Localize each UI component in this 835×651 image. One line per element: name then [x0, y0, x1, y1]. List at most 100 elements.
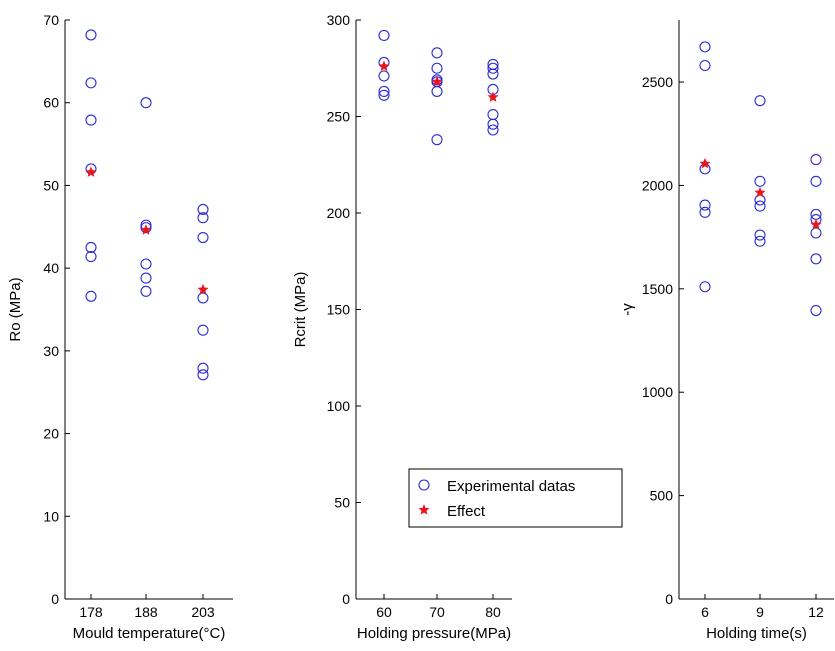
data-point-experimental [487, 124, 499, 136]
y-tick-label: 60 [43, 95, 59, 111]
data-point-effect [699, 157, 711, 169]
data-point-experimental [378, 85, 390, 97]
data-point-experimental [85, 241, 97, 254]
data-point-effect [378, 60, 390, 72]
y-tick-label: 1500 [642, 281, 673, 297]
data-point-experimental [431, 85, 443, 97]
data-point-effect [140, 224, 152, 235]
data-point-effect [85, 166, 97, 177]
y-tick-label: 150 [327, 302, 351, 318]
data-point-experimental [754, 200, 766, 212]
legend: Experimental datas Effect [408, 468, 623, 528]
data-point-experimental [197, 369, 209, 381]
y-tick-label: 0 [665, 591, 673, 607]
data-point-experimental [197, 231, 209, 244]
data-point-effect [810, 218, 822, 230]
data-point-effect [431, 75, 443, 87]
x-axis-label: Holding pressure(MPa) [357, 625, 511, 642]
y-tick-label: 2500 [642, 74, 673, 90]
data-point-effect [754, 186, 766, 198]
y-tick-label: 10 [43, 508, 59, 524]
y-tick-label: 500 [650, 488, 674, 504]
y-tick-label: 200 [327, 205, 351, 221]
y-axis-label: Ro (MPa) [7, 277, 24, 341]
data-point-experimental [810, 154, 822, 166]
data-point-experimental [378, 89, 390, 101]
data-point-experimental [487, 109, 499, 121]
data-point-experimental [487, 62, 499, 74]
data-point-experimental [85, 29, 97, 41]
data-point-experimental [431, 47, 443, 59]
data-point-experimental [810, 175, 822, 187]
data-point-experimental [378, 70, 390, 82]
x-axis-label: Holding time(s) [706, 625, 807, 642]
y-tick-label: 250 [327, 109, 351, 125]
data-point-experimental [85, 77, 97, 89]
x-tick-label: 188 [134, 604, 158, 620]
x-tick-label: 80 [485, 604, 501, 620]
y-tick-label: 0 [51, 591, 59, 607]
data-point-experimental [810, 253, 822, 265]
y-tick-label: 50 [334, 495, 350, 511]
chart-panel-1: 0 10 20 30 40 50 60 70 178 188 203 Mould temperatur… [7, 12, 233, 642]
data-point-experimental [699, 281, 711, 293]
legend-marker-experimental [418, 479, 430, 491]
y-tick-label: 40 [43, 260, 59, 276]
chart-panel-2: 0 50 100 150 200 250 300 60 70 80 Holding pressure… [292, 12, 623, 642]
data-point-experimental [699, 59, 711, 72]
data-point-effect [197, 283, 209, 295]
data-point-experimental [810, 304, 822, 317]
data-point-experimental [140, 272, 152, 284]
x-tick-label: 6 [701, 604, 709, 620]
data-point-experimental [487, 118, 499, 130]
data-point-experimental [140, 258, 152, 270]
data-point-experimental [197, 203, 209, 215]
data-point-experimental [197, 292, 209, 304]
x-axis-label: Mould temperature(°C) [73, 625, 226, 642]
data-point-experimental [140, 285, 152, 297]
data-point-experimental [754, 95, 766, 107]
data-point-experimental [754, 194, 766, 206]
data-point-experimental [754, 235, 766, 247]
x-tick-label: 60 [376, 604, 392, 620]
y-tick-label: 50 [43, 177, 59, 193]
x-tick-label: 178 [79, 604, 103, 620]
data-point-experimental [197, 324, 209, 336]
data-point-experimental [431, 62, 443, 74]
data-point-experimental [197, 362, 209, 374]
x-tick-label: 70 [429, 604, 445, 620]
data-point-experimental [810, 227, 822, 239]
x-tick-label: 9 [756, 604, 764, 620]
data-point-experimental [140, 97, 152, 109]
legend-label-experimental: Experimental datas [447, 478, 575, 495]
data-point-experimental [85, 290, 97, 302]
x-tick-label: 203 [191, 604, 215, 620]
data-point-experimental [85, 114, 97, 126]
y-axis-label: -γ [619, 303, 636, 316]
y-tick-label: 70 [43, 12, 59, 28]
data-point-experimental [85, 251, 97, 263]
data-point-experimental [431, 134, 443, 146]
data-point-experimental [754, 175, 766, 187]
y-tick-label: 20 [43, 426, 59, 442]
y-tick-label: 1000 [642, 384, 673, 400]
data-point-experimental [378, 29, 390, 41]
legend-marker-effect [418, 504, 430, 515]
y-axis-label: Rcrit (MPa) [292, 272, 309, 348]
legend-box [408, 468, 623, 528]
y-tick-label: 2000 [642, 177, 673, 193]
legend-label-effect: Effect [447, 503, 486, 520]
y-tick-label: 30 [43, 343, 59, 359]
data-point-experimental [699, 199, 711, 211]
data-point-experimental [699, 41, 711, 53]
y-tick-label: 0 [342, 591, 350, 607]
y-tick-label: 300 [327, 12, 351, 28]
x-tick-label: 12 [808, 604, 824, 620]
y-tick-label: 100 [327, 398, 351, 414]
data-point-experimental [487, 68, 499, 80]
data-point-experimental [197, 212, 209, 224]
data-point-experimental [754, 229, 766, 241]
data-point-experimental [699, 206, 711, 218]
